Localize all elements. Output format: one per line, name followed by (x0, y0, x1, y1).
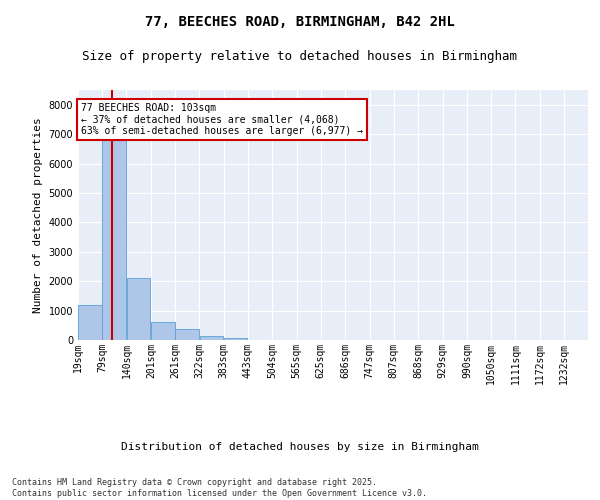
Bar (103, 140, 125, 340)
Text: Size of property relative to detached houses in Birmingham: Size of property relative to detached ho… (83, 50, 517, 63)
Text: 77 BEECHES ROAD: 103sqm
← 37% of detached houses are smaller (4,068)
63% of semi: 77 BEECHES ROAD: 103sqm ← 37% of detache… (81, 103, 363, 136)
Bar (127, 278, 150, 340)
Bar (175, 329, 199, 340)
Text: 77, BEECHES ROAD, BIRMINGHAM, B42 2HL: 77, BEECHES ROAD, BIRMINGHAM, B42 2HL (145, 15, 455, 29)
Text: Contains HM Land Registry data © Crown copyright and database right 2025.
Contai: Contains HM Land Registry data © Crown c… (12, 478, 427, 498)
Bar (224, 338, 247, 340)
Y-axis label: Number of detached properties: Number of detached properties (33, 117, 43, 313)
Bar (200, 336, 223, 340)
Bar (79, 304, 101, 340)
Text: Distribution of detached houses by size in Birmingham: Distribution of detached houses by size … (121, 442, 479, 452)
Bar (151, 322, 175, 340)
